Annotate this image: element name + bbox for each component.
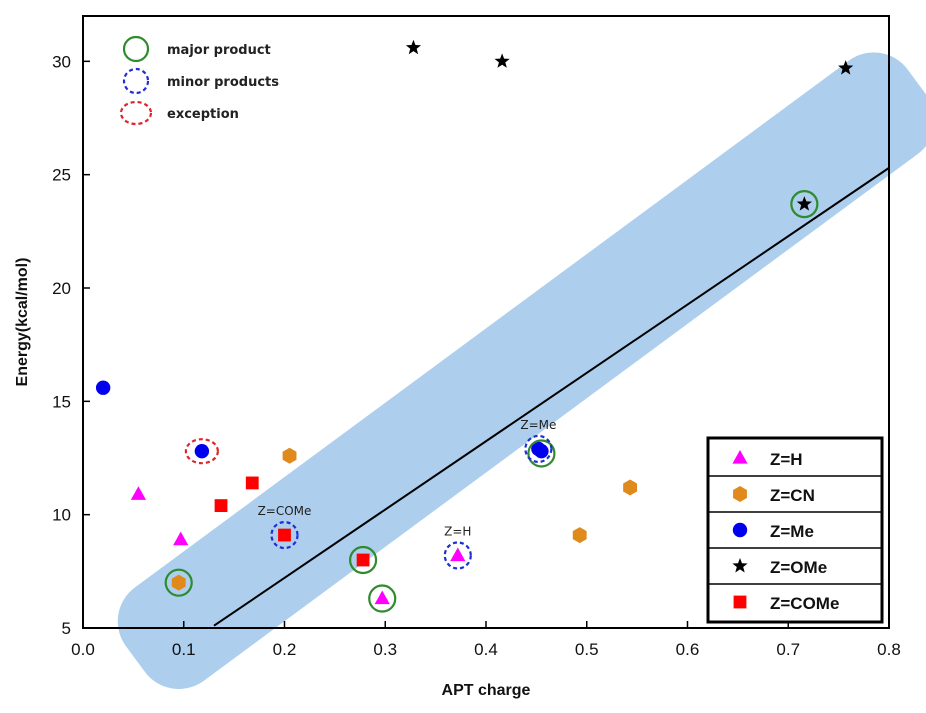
x-tick-label: 0.2 bbox=[273, 640, 297, 659]
data-point-z-cn bbox=[572, 527, 587, 544]
minor-product-circle bbox=[524, 434, 553, 464]
data-point-z-ome bbox=[796, 196, 812, 211]
x-tick-label: 0.6 bbox=[676, 640, 700, 659]
highlight-band-layer bbox=[117, 52, 926, 690]
major-product-circle bbox=[527, 439, 556, 468]
series-legend: Z=H Z=CN Z=Me Z=OMe Z=COMe bbox=[706, 436, 884, 624]
point-annotation: Z=COMe bbox=[258, 504, 312, 518]
data-point-z-ome bbox=[838, 60, 854, 75]
y-axis-title: Energy(kcal/mol) bbox=[14, 258, 31, 387]
minor-product-circle bbox=[270, 520, 299, 550]
exception-product-circle bbox=[184, 438, 219, 465]
circle-marker-legend: major product minor products exception bbox=[119, 35, 279, 126]
legend-label-z-me: Z=Me bbox=[770, 522, 814, 541]
x-tick-label: 0.8 bbox=[877, 640, 901, 659]
x-tick-label: 0.5 bbox=[575, 640, 599, 659]
highlight-circles bbox=[164, 190, 819, 613]
data-point-z-h bbox=[374, 590, 390, 605]
y-tick-label: 15 bbox=[52, 392, 71, 411]
data-point-z-come bbox=[245, 476, 259, 490]
data-point-z-me bbox=[534, 444, 549, 459]
x-tick-label: 0.0 bbox=[71, 640, 95, 659]
y-tick-label: 30 bbox=[52, 52, 71, 71]
major-product-circle bbox=[368, 584, 397, 613]
data-point-z-ome bbox=[405, 39, 422, 55]
legend-label-z-h: Z=H bbox=[770, 450, 803, 469]
data-point-z-h bbox=[450, 547, 466, 562]
marker-legend-label: exception bbox=[167, 107, 239, 122]
data-markers bbox=[95, 39, 854, 605]
minor-legend-circle bbox=[122, 67, 150, 95]
exception-legend-circle bbox=[119, 100, 153, 126]
y-tick-label: 5 bbox=[62, 619, 71, 638]
legend-marker-z-me bbox=[732, 522, 748, 538]
x-tick-label: 0.4 bbox=[474, 640, 498, 659]
highlight-band bbox=[117, 52, 926, 690]
legend-marker-z-come bbox=[733, 595, 747, 609]
data-point-z-ome bbox=[494, 53, 510, 68]
data-point-z-come bbox=[356, 553, 370, 567]
x-tick-label: 0.1 bbox=[172, 640, 196, 659]
x-tick-label: 0.3 bbox=[373, 640, 397, 659]
major-legend-circle bbox=[122, 35, 150, 63]
major-product-circle bbox=[164, 568, 193, 597]
point-annotation: Z=H bbox=[444, 524, 471, 538]
data-point-z-me bbox=[194, 444, 210, 459]
data-point-z-me bbox=[95, 380, 111, 395]
point-annotation: Z=Me bbox=[520, 418, 556, 432]
data-point-z-cn bbox=[282, 447, 297, 464]
x-axis-title: APT charge bbox=[442, 682, 531, 699]
marker-legend-label: major product bbox=[167, 43, 271, 58]
data-point-z-h bbox=[173, 531, 189, 546]
legend-label-z-cn: Z=CN bbox=[770, 486, 815, 505]
legend-marker-z-h bbox=[732, 450, 748, 464]
y-axis-ticks: 5 10 15 20 25 30 bbox=[52, 52, 90, 638]
x-tick-label: 0.7 bbox=[776, 640, 800, 659]
legend-label-z-ome: Z=OMe bbox=[770, 558, 827, 577]
annotations: Z=COMe Z=H Z=Me bbox=[258, 418, 557, 539]
fit-line bbox=[213, 167, 890, 627]
y-tick-label: 20 bbox=[52, 279, 71, 298]
marker-legend-label: minor products bbox=[167, 75, 279, 90]
data-point-z-come bbox=[214, 499, 228, 512]
legend-label-z-come: Z=COMe bbox=[770, 594, 839, 613]
legend-marker-z-cn bbox=[733, 486, 747, 502]
legend-marker-z-ome bbox=[732, 558, 748, 573]
data-point-z-cn bbox=[623, 479, 638, 496]
major-product-circle bbox=[348, 545, 378, 575]
data-point-z-come bbox=[278, 528, 291, 542]
data-point-z-cn bbox=[171, 574, 186, 591]
minor-product-circle bbox=[443, 541, 472, 570]
x-axis-ticks: 0.0 0.1 0.2 0.3 0.4 0.5 0.6 0.7 0.8 bbox=[71, 621, 901, 659]
major-product-circle bbox=[790, 190, 819, 219]
y-tick-label: 25 bbox=[52, 166, 71, 185]
series-legend-box bbox=[706, 436, 884, 624]
y-tick-label: 10 bbox=[52, 506, 71, 525]
data-point-z-h bbox=[130, 486, 147, 500]
